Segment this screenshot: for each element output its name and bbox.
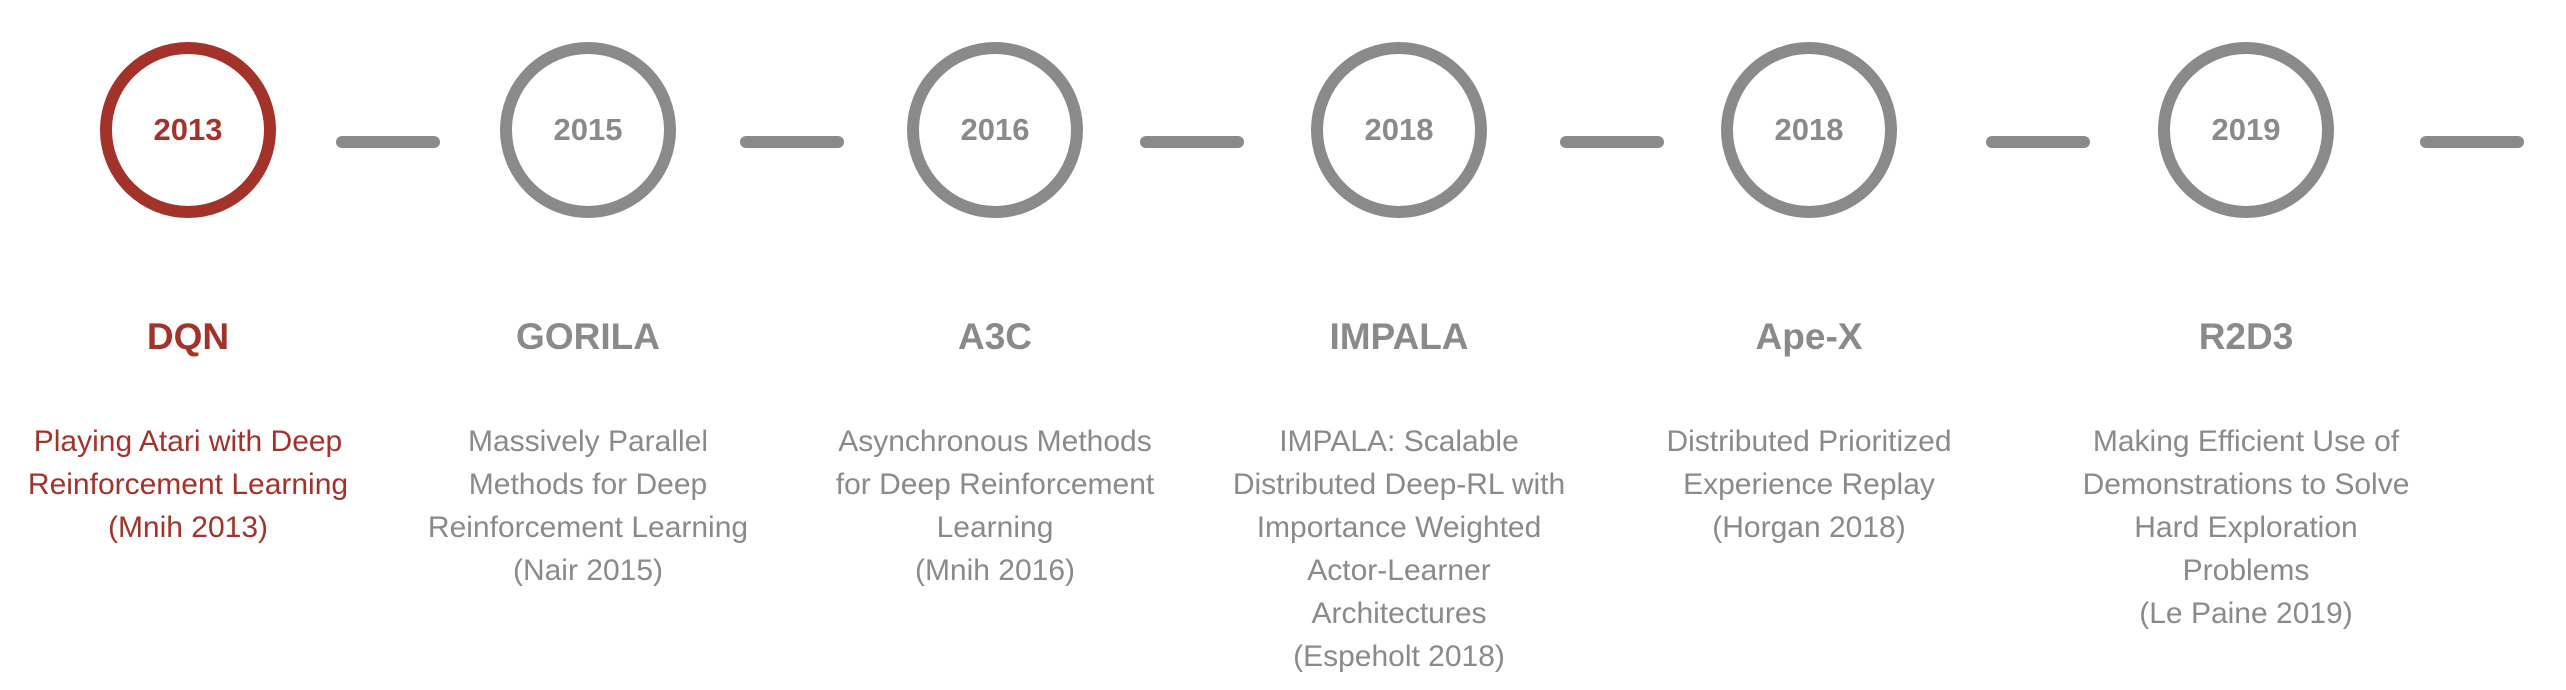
milestone-description-gorila: Massively Parallel Methods for Deep Rein… [427, 425, 749, 587]
timeline-connector [1560, 136, 1664, 148]
milestone-description-impala: IMPALA: Scalable Distributed Deep-RL wit… [1232, 425, 1566, 673]
milestone-circle-apex: 2018 [1721, 42, 1897, 218]
timeline-connector [1986, 136, 2090, 148]
milestone-name-r2d3: R2D3 [2198, 316, 2294, 357]
milestone-year: 2019 [2211, 112, 2281, 147]
milestone-name-dqn: DQN [146, 316, 230, 357]
milestone-name-impala: IMPALA [1329, 316, 1469, 357]
milestone-year: 2016 [960, 112, 1030, 147]
milestone-circle-dqn: 2013 [100, 42, 276, 218]
milestone-circle-a3c: 2016 [907, 42, 1083, 218]
milestone-year: 2013 [153, 112, 223, 147]
milestone-description-r2d3: Making Efficient Use of Demonstrations t… [2082, 425, 2410, 630]
timeline-connector [2420, 136, 2524, 148]
milestone-year: 2015 [553, 112, 623, 147]
milestone-year: 2018 [1774, 112, 1844, 147]
milestone-description-a3c: Asynchronous Methods for Deep Reinforcem… [835, 425, 1155, 587]
milestone-circle-r2d3: 2019 [2158, 42, 2334, 218]
milestone-year: 2018 [1364, 112, 1434, 147]
milestone-circle-impala: 2018 [1311, 42, 1487, 218]
milestone-description-apex: Distributed Prioritized Experience Repla… [1666, 425, 1952, 544]
milestone-name-a3c: A3C [957, 316, 1033, 357]
milestone-name-apex: Ape-X [1755, 316, 1863, 357]
milestone-circle-gorila: 2015 [500, 42, 676, 218]
timeline-connector [740, 136, 844, 148]
milestone-description-dqn: Playing Atari with Deep Reinforcement Le… [27, 425, 349, 544]
milestone-name-gorila: GORILA [516, 316, 660, 357]
timeline-connector [1140, 136, 1244, 148]
timeline-connector [336, 136, 440, 148]
